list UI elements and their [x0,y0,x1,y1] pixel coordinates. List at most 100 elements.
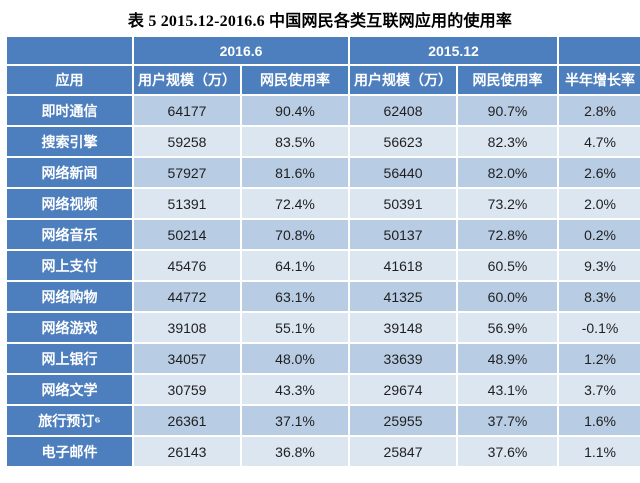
data-cell: 81.6% [242,158,349,187]
row-label-cell: 即时通信 [7,96,132,125]
data-cell: 0.2% [559,220,640,249]
data-cell: 60.0% [458,282,558,311]
table-row: 网上银行 34057 48.0% 33639 48.9% 1.2% [7,344,640,373]
data-cell: 70.8% [242,220,349,249]
data-cell: 2.6% [559,158,640,187]
data-cell: 1.2% [559,344,640,373]
row-label-cell: 网络音乐 [7,220,132,249]
data-cell: 90.7% [458,96,558,125]
row-label-cell: 网上银行 [7,344,132,373]
data-cell: 43.1% [458,375,558,404]
row-label-cell: 网络游戏 [7,313,132,342]
year-header-2015-12: 2015.12 [350,37,558,64]
data-cell: 50391 [350,189,457,218]
column-header-row: 应用 用户规模（万） 网民使用率 用户规模（万） 网民使用率 半年增长率 [7,66,640,94]
corner-cell-left [7,37,132,64]
data-cell: 43.3% [242,375,349,404]
data-cell: 26361 [134,406,240,435]
data-cell: 8.3% [559,282,640,311]
data-cell: 56623 [350,127,457,156]
data-cell: 2.0% [559,189,640,218]
data-cell: 39108 [134,313,240,342]
data-cell: 50137 [350,220,457,249]
row-label-cell: 网络购物 [7,282,132,311]
data-cell: 72.8% [458,220,558,249]
row-label-cell: 网络文学 [7,375,132,404]
data-cell: 83.5% [242,127,349,156]
data-cell: 82.3% [458,127,558,156]
table-header: 2016.6 2015.12 应用 用户规模（万） 网民使用率 用户规模（万） … [7,37,640,94]
data-cell: 1.6% [559,406,640,435]
data-cell: 3.7% [559,375,640,404]
data-cell: 59258 [134,127,240,156]
data-cell: 37.7% [458,406,558,435]
data-cell: 50214 [134,220,240,249]
col-header-user-scale-2015: 用户规模（万） [350,66,457,94]
data-cell: 37.1% [242,406,349,435]
data-cell: 60.5% [458,251,558,280]
year-header-2016-6: 2016.6 [134,37,349,64]
table-row: 网络购物 44772 63.1% 41325 60.0% 8.3% [7,282,640,311]
table-row: 电子邮件 26143 36.8% 25847 37.6% 1.1% [7,437,640,466]
data-cell: 64177 [134,96,240,125]
data-cell: 30759 [134,375,240,404]
col-header-usage-rate-2015: 网民使用率 [458,66,558,94]
table-row: 网上支付 45476 64.1% 41618 60.5% 9.3% [7,251,640,280]
usage-table: 2016.6 2015.12 应用 用户规模（万） 网民使用率 用户规模（万） … [5,35,640,468]
data-cell: 37.6% [458,437,558,466]
data-cell: 45476 [134,251,240,280]
row-label-cell: 网上支付 [7,251,132,280]
corner-cell-right [559,37,640,64]
data-cell: 48.9% [458,344,558,373]
data-cell: 56.9% [458,313,558,342]
col-header-application: 应用 [7,66,132,94]
row-label-cell: 网络新闻 [7,158,132,187]
col-header-user-scale-2016: 用户规模（万） [134,66,240,94]
table-body: 即时通信 64177 90.4% 62408 90.7% 2.8% 搜索引擎 59258 83.… [7,96,640,466]
table-row: 旅行预订⁶ 26361 37.1% 25955 37.7% 1.6% [7,406,640,435]
row-label-cell: 网络视频 [7,189,132,218]
data-cell: 57927 [134,158,240,187]
data-cell: 25847 [350,437,457,466]
table-row: 网络文学 30759 43.3% 29674 43.1% 3.7% [7,375,640,404]
data-cell: 1.1% [559,437,640,466]
data-cell: 72.4% [242,189,349,218]
data-cell: 29674 [350,375,457,404]
data-cell: 90.4% [242,96,349,125]
data-cell: 41618 [350,251,457,280]
row-label-cell: 电子邮件 [7,437,132,466]
data-cell: 9.3% [559,251,640,280]
data-cell: 2.8% [559,96,640,125]
data-cell: 41325 [350,282,457,311]
table-row: 网络音乐 50214 70.8% 50137 72.8% 0.2% [7,220,640,249]
data-cell: 82.0% [458,158,558,187]
data-cell: 4.7% [559,127,640,156]
data-cell: 63.1% [242,282,349,311]
table-row: 搜索引擎 59258 83.5% 56623 82.3% 4.7% [7,127,640,156]
data-cell: 55.1% [242,313,349,342]
data-cell: 34057 [134,344,240,373]
col-header-half-year-growth: 半年增长率 [559,66,640,94]
data-cell: 48.0% [242,344,349,373]
data-cell: 51391 [134,189,240,218]
data-cell: 26143 [134,437,240,466]
table-row: 网络新闻 57927 81.6% 56440 82.0% 2.6% [7,158,640,187]
data-cell: -0.1% [559,313,640,342]
table-title: 表 5 2015.12-2016.6 中国网民各类互联网应用的使用率 [127,13,513,30]
data-cell: 64.1% [242,251,349,280]
data-cell: 62408 [350,96,457,125]
data-cell: 36.8% [242,437,349,466]
table-row: 即时通信 64177 90.4% 62408 90.7% 2.8% [7,96,640,125]
data-cell: 73.2% [458,189,558,218]
col-header-usage-rate-2016: 网民使用率 [242,66,349,94]
table-row: 网络视频 51391 72.4% 50391 73.2% 2.0% [7,189,640,218]
data-cell: 39148 [350,313,457,342]
data-cell: 44772 [134,282,240,311]
data-cell: 25955 [350,406,457,435]
data-cell: 56440 [350,158,457,187]
data-cell: 33639 [350,344,457,373]
row-label-cell: 搜索引擎 [7,127,132,156]
row-label-cell: 旅行预订⁶ [7,406,132,435]
year-header-row: 2016.6 2015.12 [7,37,640,64]
